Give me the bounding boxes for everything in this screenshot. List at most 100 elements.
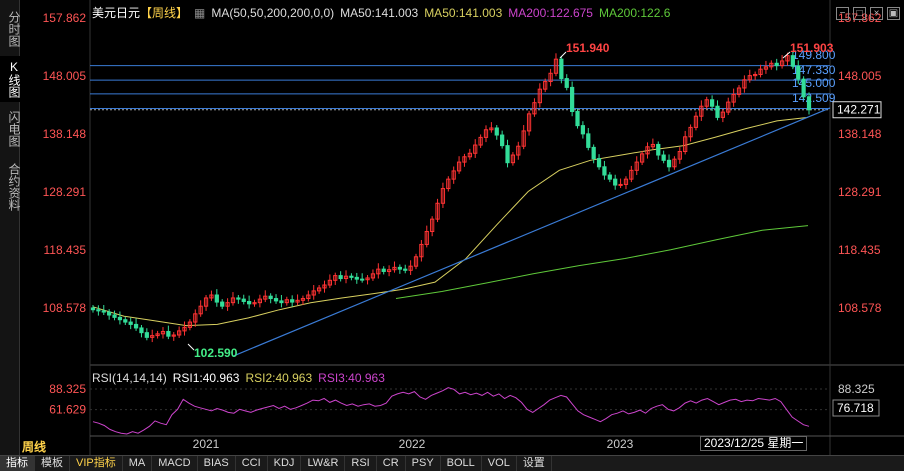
settings-icon[interactable]: ▦ <box>194 6 206 20</box>
tab-kdj[interactable]: KDJ <box>268 456 302 471</box>
side-tab-kline[interactable]: K线图 <box>0 56 21 102</box>
ma-params: MA(50,50,200,200,0,0) <box>211 6 335 20</box>
level-label: 147.330 <box>792 63 836 77</box>
restore-icon[interactable]: ▣ <box>887 7 900 20</box>
candle-body <box>505 145 510 164</box>
candle-body <box>333 275 338 281</box>
candle-body <box>526 113 532 132</box>
candle-body <box>726 101 731 113</box>
low-label: 102.590 <box>194 346 238 360</box>
candle-body <box>419 243 424 258</box>
candle-body <box>758 68 763 75</box>
tab-settings[interactable]: 设置 <box>517 456 552 471</box>
candle-body <box>763 66 769 70</box>
y-tick-left: 138.148 <box>43 127 87 141</box>
candle-body <box>236 297 241 300</box>
cursor-date-box: 2023/12/25 星期一 <box>700 436 808 451</box>
rsi-current-box <box>832 399 880 417</box>
candle-body <box>580 125 586 135</box>
candle-body <box>397 266 402 270</box>
candle-body <box>570 86 575 113</box>
candle-body <box>386 269 392 272</box>
candle-body <box>268 295 273 300</box>
candle-body <box>187 321 193 328</box>
tab-cr[interactable]: CR <box>377 456 406 471</box>
candle-body <box>666 159 672 168</box>
candle-body <box>166 330 171 337</box>
candle-body <box>241 298 246 302</box>
side-tab-contract-info[interactable]: 合约资料 <box>7 163 21 211</box>
rsi-tick-left: 61.629 <box>49 403 86 417</box>
y-tick-left: 128.291 <box>43 185 87 199</box>
low-pointer <box>187 343 195 351</box>
candle-body <box>311 290 316 296</box>
tab-boll[interactable]: BOLL <box>441 456 482 471</box>
ma200-value-a: MA200:122.675 <box>508 6 593 20</box>
candle-body <box>230 297 236 304</box>
y-tick-right: 108.578 <box>838 301 882 315</box>
period-label[interactable]: 周线 <box>22 440 47 454</box>
candle-body <box>704 99 709 107</box>
tab-psy[interactable]: PSY <box>406 456 441 471</box>
side-tab-flash[interactable]: 闪电图 <box>7 111 21 147</box>
tab-ma[interactable]: MA <box>123 456 153 471</box>
candle-body <box>806 96 812 111</box>
minimize-icon[interactable]: − <box>836 7 849 20</box>
candle-body <box>645 146 650 155</box>
candle-body <box>182 326 187 332</box>
candle-body <box>214 294 219 303</box>
candle-body <box>602 166 607 176</box>
candle-body <box>623 178 629 185</box>
candle-body <box>769 62 774 68</box>
period-name: 【周线】 <box>140 6 189 20</box>
tab-vol[interactable]: VOL <box>482 456 517 471</box>
candle-body <box>349 275 354 278</box>
candle-body <box>639 153 645 163</box>
tab-template[interactable]: 模板 <box>35 456 70 471</box>
candle-body <box>553 58 559 74</box>
candle-body <box>252 302 257 305</box>
candle-body <box>209 294 214 299</box>
maximize-icon[interactable]: □ <box>853 7 866 20</box>
rsi2-value: RSI2:40.963 <box>245 371 313 385</box>
tab-cci[interactable]: CCI <box>236 456 268 471</box>
trendline <box>232 107 831 357</box>
candle-body <box>403 268 408 271</box>
side-tab-bar: 分时图 K线图 闪电图 合约资料 <box>0 0 21 455</box>
candle-body <box>473 144 478 154</box>
candle-body <box>736 87 742 95</box>
ma50-value-b: MA50:141.003 <box>424 6 503 20</box>
candle-body <box>435 202 440 220</box>
candle-body <box>440 188 446 204</box>
y-tick-right: 138.148 <box>838 127 882 141</box>
candle-body <box>586 133 591 148</box>
candle-body <box>306 294 311 300</box>
tab-lwr[interactable]: LW&R <box>301 456 346 471</box>
tab-indicator[interactable]: 指标 <box>0 456 35 471</box>
candle-body <box>629 169 634 180</box>
tab-vip-indicator[interactable]: VIP指标 <box>70 456 123 471</box>
candle-body <box>171 334 176 337</box>
candle-body <box>451 170 456 180</box>
candle-body <box>376 268 381 275</box>
side-tab-timeshare[interactable]: 分时图 <box>7 11 21 47</box>
x-tick-label: 2021 <box>193 437 220 451</box>
tab-bias[interactable]: BIAS <box>198 456 236 471</box>
candle-body <box>177 330 182 336</box>
y-tick-left: 108.578 <box>43 301 87 315</box>
tab-macd[interactable]: MACD <box>152 456 198 471</box>
level-label: 149.800 <box>792 48 836 62</box>
high-label-1: 151.940 <box>566 41 610 55</box>
candle-body <box>467 152 472 158</box>
x-tick-label: 2023 <box>607 437 634 451</box>
candle-body <box>742 79 747 89</box>
candle-body <box>117 316 123 321</box>
close-icon[interactable]: × <box>870 7 883 20</box>
candle-body <box>456 161 462 172</box>
candle-body <box>155 333 160 337</box>
tab-rsi[interactable]: RSI <box>345 456 377 471</box>
candle-body <box>699 105 704 117</box>
ma200-line <box>395 225 809 299</box>
